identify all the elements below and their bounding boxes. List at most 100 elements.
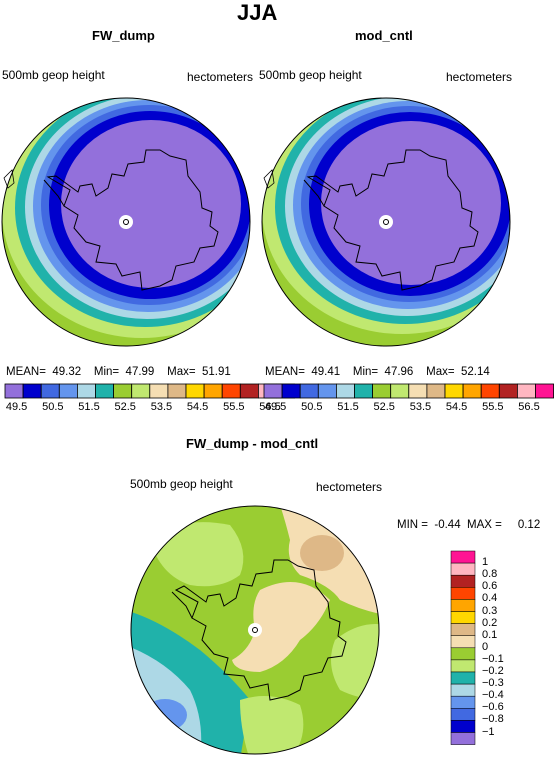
right-colorbar-cell <box>299 383 319 399</box>
diff-stats: MIN = -0.44 MAX = 0.12 <box>397 519 541 531</box>
diff-colorbar <box>450 550 476 745</box>
right-colorbar-cell <box>372 383 392 399</box>
diff-colorbar-tick-label: −0.3 <box>482 677 504 690</box>
right-colorbar-tick-label: 50.5 <box>301 401 323 413</box>
left-coast-fragment <box>3 169 15 189</box>
diff-colorbar-tick-label: −0.6 <box>482 701 504 714</box>
diff-peninsula <box>171 591 193 619</box>
diff-colorbar-tick-label: 0.4 <box>482 592 498 605</box>
right-polar-map <box>262 98 510 346</box>
diff-antarctica-outline <box>174 559 347 701</box>
diff-colorbar-cell <box>450 623 476 636</box>
diff-colorbar-tick-label: 0.6 <box>482 580 498 593</box>
right-map-title: mod_cntl <box>355 28 413 43</box>
left-colorbar-tick-label: 54.5 <box>186 401 209 413</box>
diff-colorbar-cell <box>450 635 476 649</box>
diff-polar-map <box>131 506 379 754</box>
diff-units-label: hectometers <box>316 480 383 494</box>
right-band-core <box>321 121 501 285</box>
left-max-value: 51.91 <box>201 366 231 378</box>
left-colorbar-cell <box>40 383 60 399</box>
right-colorbar-cell <box>281 383 301 399</box>
diff-colorbar-cell <box>450 659 476 673</box>
right-colorbar-cell <box>354 383 374 399</box>
right-colorbar-tick-label: 55.5 <box>482 401 504 413</box>
diff-colorbar-tick-label: 1 <box>482 556 489 569</box>
diff-colorbar-cell <box>450 587 476 600</box>
diff-colorbar-cell <box>450 647 476 661</box>
left-mean-value: 49.32 <box>52 366 82 378</box>
diff-colorbar-tick-label: −0.8 <box>482 713 504 726</box>
left-colorbar-tick-label: 55.5 <box>223 401 245 413</box>
left-colorbar-cell <box>131 383 151 399</box>
right-colorbar-cell <box>317 383 337 399</box>
right-mean-value: 49.41 <box>311 366 341 378</box>
left-min-value: 47.99 <box>125 366 155 378</box>
left-stats: MEAN= 49.32 Min= 47.99 Max= 51.91 <box>6 366 231 378</box>
diff-colorbar-tick-label: −0.1 <box>482 652 504 665</box>
diff-region-a <box>150 522 244 587</box>
left-colorbar-cell <box>95 383 115 399</box>
right-pole-marker <box>379 215 393 229</box>
left-map-border <box>1 97 251 347</box>
diff-colorbar-cell <box>450 550 476 564</box>
page-title: JJA <box>237 0 278 25</box>
right-coast-fragment <box>263 169 275 189</box>
left-antarctica-outline <box>46 149 219 291</box>
left-polar-map <box>2 98 250 346</box>
left-colorbar-tick-label: 56.5 <box>259 401 281 413</box>
diff-colorbar-tick-label: 0 <box>482 640 489 653</box>
right-max-value: 52.14 <box>460 366 490 378</box>
diff-min-value: -0.44 <box>434 519 461 531</box>
right-colorbar-cell <box>498 383 518 399</box>
right-colorbar-cell <box>480 383 500 399</box>
diff-colorbar-cell <box>450 599 476 612</box>
diff-pole-marker <box>248 623 262 637</box>
right-colorbar-cell <box>263 383 283 399</box>
right-colorbar-cell <box>535 383 555 399</box>
diff-colorbar-cell <box>450 574 476 588</box>
right-colorbar-tick-label: 51.5 <box>337 401 359 413</box>
diff-colorbar-cell <box>450 562 476 576</box>
diff-colorbar-cell <box>450 611 476 624</box>
left-colorbar-cell <box>149 383 169 399</box>
diff-colorbar-cell <box>450 720 476 733</box>
right-colorbar-tick-label: 56.5 <box>518 401 540 413</box>
right-min-value: 47.96 <box>384 366 414 378</box>
diff-colorbar-tick-label: −1 <box>482 725 495 738</box>
right-colorbar-cell <box>444 383 464 399</box>
right-stats: MEAN= 49.41 Min= 47.96 Max= 52.14 <box>265 366 490 378</box>
left-colorbar-tick-label: 52.5 <box>114 401 136 413</box>
left-colorbar-tick-label: 53.5 <box>150 401 173 413</box>
right-antarctica-outline <box>306 149 479 291</box>
left-band-core <box>61 120 241 288</box>
left-colorbar-cell <box>113 383 133 399</box>
left-colorbar-cell <box>221 383 241 399</box>
left-map-title: FW_dump <box>92 28 155 43</box>
diff-region-d <box>300 535 344 571</box>
right-colorbar-tick-label: 52.5 <box>373 401 395 413</box>
left-colorbar-cell <box>4 383 24 399</box>
left-colorbar-cell <box>58 383 78 399</box>
diff-max-value: 0.12 <box>517 519 541 531</box>
right-colorbar-cell <box>390 383 410 399</box>
diff-colorbar-tick-label: 0.3 <box>482 604 498 617</box>
left-colorbar-cell <box>77 383 96 399</box>
diff-colorbar-cell <box>450 695 476 709</box>
left-units-label: hectometers <box>187 70 254 84</box>
right-peninsula <box>303 179 325 207</box>
left-colorbar <box>4 383 296 399</box>
right-colorbar-cell <box>335 383 355 399</box>
diff-colorbar-cell <box>450 708 476 721</box>
right-colorbar-tick-label: 53.5 <box>409 401 432 413</box>
diff-colorbar-tick-label: −0.4 <box>482 689 504 702</box>
left-peninsula <box>43 179 65 207</box>
diff-colorbar-cell <box>450 671 476 685</box>
left-pole-marker <box>119 215 133 229</box>
left-colorbar-cell <box>22 383 42 399</box>
right-colorbar-cell <box>408 383 428 399</box>
right-units-label: hectometers <box>446 70 513 84</box>
diff-region-i <box>240 696 304 754</box>
left-colorbar-tick-label: 50.5 <box>42 401 64 413</box>
diff-map-border <box>130 505 380 755</box>
